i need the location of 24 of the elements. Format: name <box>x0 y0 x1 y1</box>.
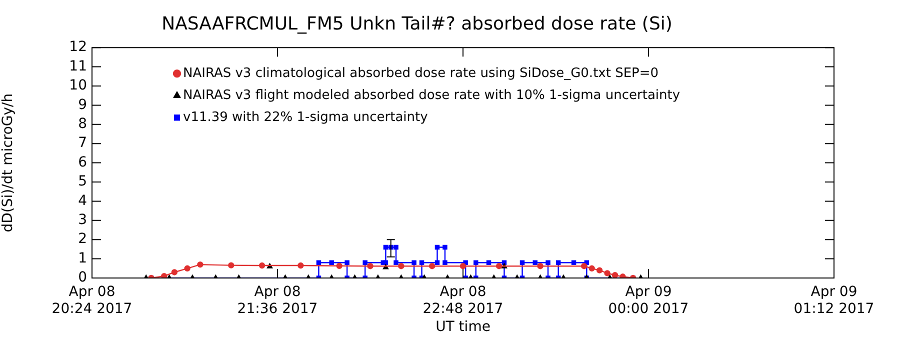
y-tick-label: 5 <box>78 174 87 190</box>
y-tick-label: 7 <box>78 135 87 152</box>
legend-label: NAIRAS v3 climatological absorbed dose rate using SiDose_G0.txt SEP=0 <box>183 66 659 81</box>
chart-title: NASAAFRCMUL_FM5 Unkn Tail#? absorbed dose rate (Si) <box>162 13 672 34</box>
y-tick-label: 12 <box>69 39 87 56</box>
y-tick-label: 0 <box>78 270 87 286</box>
x-tick-label: Apr 09 00:00 2017 <box>608 284 689 317</box>
y-tick-label: 2 <box>78 231 87 248</box>
x-tick-label: Apr 08 22:48 2017 <box>422 284 504 317</box>
y-tick-label: 8 <box>78 116 87 132</box>
x-tick-label: Apr 09 01:12 2017 <box>794 284 874 317</box>
y-tick-label: 4 <box>78 192 88 209</box>
y-tick-label: 1 <box>78 250 87 266</box>
y-tick-label: 9 <box>78 96 87 113</box>
y-tick-label: 3 <box>78 212 87 228</box>
x-tick-label: Apr 08 21:36 2017 <box>237 284 318 317</box>
y-tick-label: 10 <box>69 78 87 94</box>
y-axis-title: dD(Si)/dt microGy/h <box>0 93 16 232</box>
y-tick-label: 6 <box>78 154 88 170</box>
y-tick-label: 11 <box>69 58 87 74</box>
legend-label: NAIRAS v3 flight modeled absorbed dose rate with 10% 1-sigma uncertainty <box>183 88 680 103</box>
x-axis-title: UT time <box>436 319 490 336</box>
legend-label: v11.39 with 22% 1-sigma uncertainty <box>183 110 428 125</box>
x-tick-label: Apr 08 20:24 2017 <box>52 284 132 317</box>
